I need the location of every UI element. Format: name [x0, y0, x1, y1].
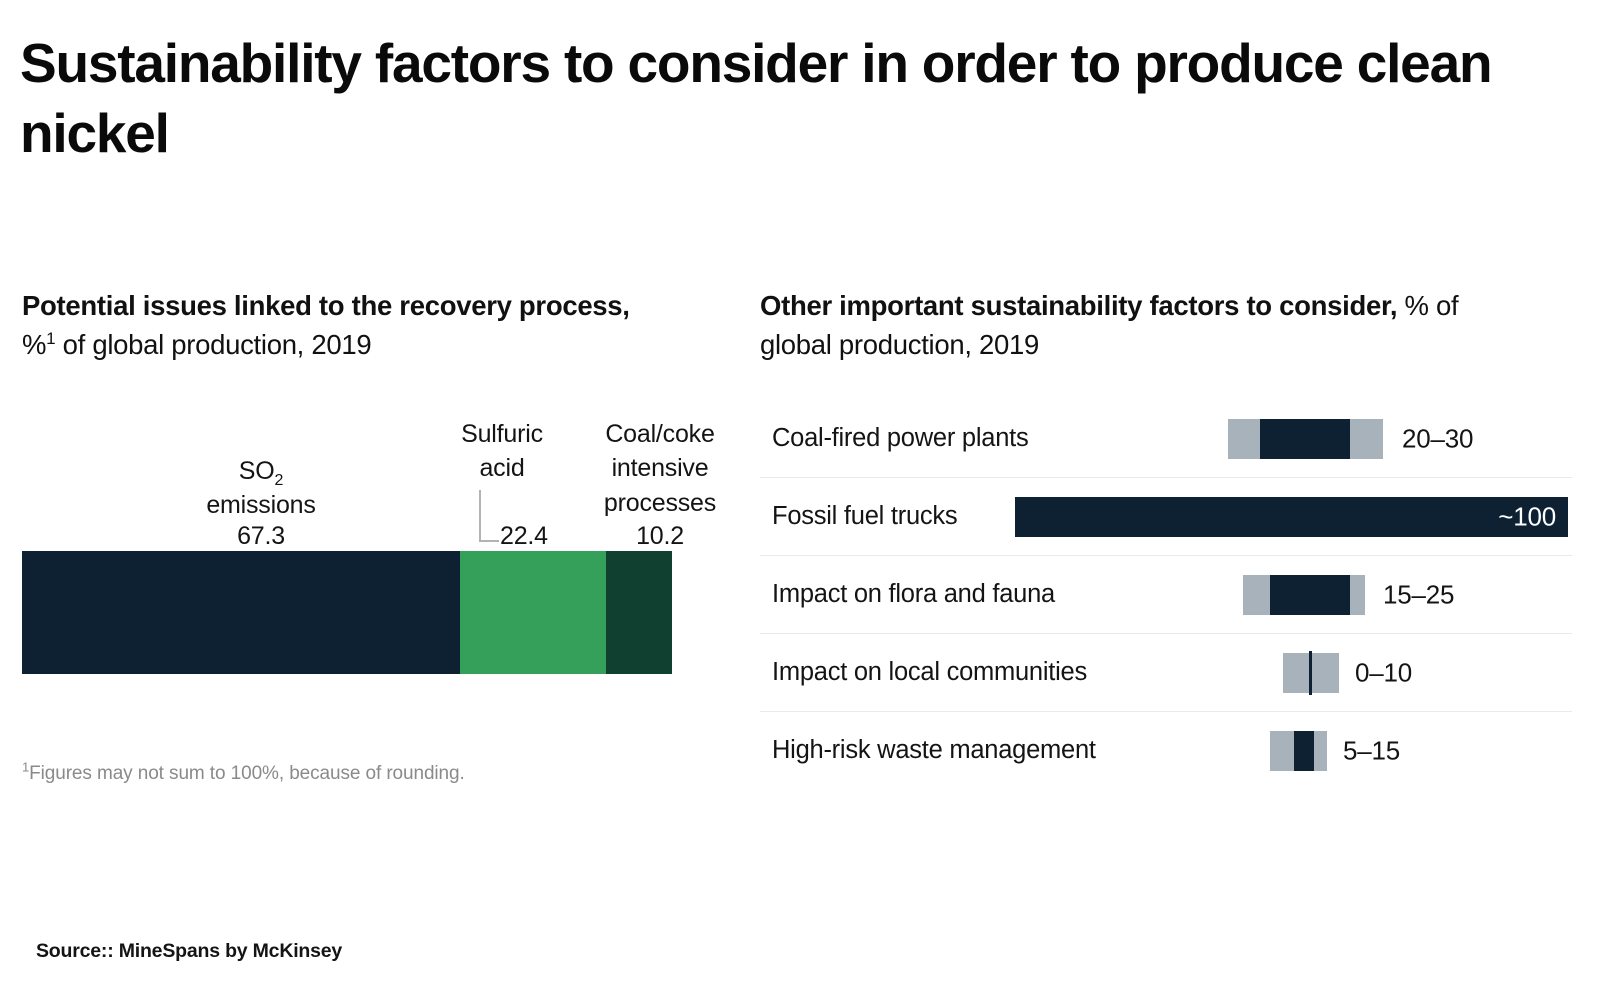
bar-segment-so2: [22, 551, 460, 675]
left-subtitle-unit: %: [22, 329, 47, 361]
row-value: 5–15: [1343, 735, 1401, 766]
row-track: 0–10: [1015, 634, 1572, 711]
segment-label-coal-coke: Coal/coke intensive processes: [570, 417, 750, 520]
table-row: Fossil fuel trucks ~100: [760, 477, 1572, 555]
table-row: Coal-fired power plants 20–30: [760, 400, 1572, 477]
row-label: High-risk waste management: [772, 736, 1096, 765]
footnote-text: Figures may not sum to 100%, because of …: [29, 763, 465, 784]
segment-label-sulfuric-acid: Sulfuric acid: [422, 417, 582, 486]
row-label: Coal-fired power plants: [772, 424, 1029, 453]
segment-label-sulfuric-line1: Sulfuric: [461, 420, 543, 449]
segment-label-so2-line1: SO: [238, 457, 275, 486]
segment-label-coal-line2: intensive: [611, 454, 709, 483]
right-chart-subtitle: Other important sustainability factors t…: [760, 286, 1460, 364]
footnote-marker: 1: [22, 759, 30, 775]
range-bar-chart: Coal-fired power plants 20–30 Fossil fue…: [760, 400, 1572, 789]
row-value: ~100: [1498, 501, 1556, 532]
right-subtitle-bold: Other important sustainability factors t…: [760, 290, 1398, 321]
stacked-bar: [22, 551, 672, 675]
range-core: [1270, 574, 1350, 615]
segment-label-coal-line1: Coal/coke: [605, 420, 715, 449]
page-title: Sustainability factors to consider in or…: [20, 32, 1493, 165]
row-track: 20–30: [1015, 400, 1572, 477]
left-subtitle-bold: Potential issues linked to the recovery …: [22, 290, 630, 321]
row-track: 15–25: [1015, 556, 1572, 633]
left-chart-subtitle: Potential issues linked to the recovery …: [22, 286, 662, 364]
table-row: High-risk waste management 5–15: [760, 711, 1572, 789]
range-core: [1015, 496, 1568, 537]
left-chart-panel: Potential issues linked to the recovery …: [22, 286, 722, 675]
segment-value-coal-coke: 10.2: [636, 522, 684, 551]
segment-label-coal-line3: processes: [603, 488, 717, 517]
range-core: [1294, 730, 1314, 771]
segment-label-so2-subscript: 2: [274, 472, 284, 490]
source-line: Source:: MineSpans by McKinsey: [36, 940, 343, 962]
stacked-bar-chart: SO2 emissions Sulfuric acid Coal/coke in…: [22, 394, 716, 675]
table-row: Impact on local communities 0–10: [760, 633, 1572, 711]
row-track: 5–15: [1015, 712, 1572, 789]
row-value: 20–30: [1402, 423, 1474, 454]
right-subtitle-rest: % of global production, 2019: [760, 290, 1459, 361]
row-label: Impact on flora and fauna: [772, 580, 1055, 609]
segment-label-so2-line2: emissions: [206, 491, 316, 520]
table-row: Impact on flora and fauna 15–25: [760, 555, 1572, 633]
row-value: 15–25: [1383, 579, 1455, 610]
range-tick: [1309, 650, 1312, 695]
sulfuric-acid-leader-line: [479, 490, 499, 543]
segment-value-sulfuric-acid: 22.4: [500, 522, 548, 551]
segment-label-so2: SO2 emissions: [148, 454, 374, 523]
segment-value-so2: 67.3: [237, 522, 285, 551]
row-value: 0–10: [1355, 657, 1413, 688]
left-subtitle-footnote-marker: 1: [46, 328, 56, 348]
right-chart-panel: Other important sustainability factors t…: [760, 286, 1572, 789]
range-core: [1260, 418, 1350, 459]
row-label: Impact on local communities: [772, 658, 1087, 687]
left-subtitle-rest: of global production, 2019: [55, 329, 372, 361]
bar-segment-sulfuric-acid: [460, 551, 606, 675]
row-label: Fossil fuel trucks: [772, 502, 958, 531]
row-track: ~100: [1015, 478, 1572, 555]
bar-segment-coal-coke: [606, 551, 672, 675]
footnote: 1Figures may not sum to 100%, because of…: [22, 759, 465, 785]
segment-label-sulfuric-line2: acid: [479, 454, 525, 483]
